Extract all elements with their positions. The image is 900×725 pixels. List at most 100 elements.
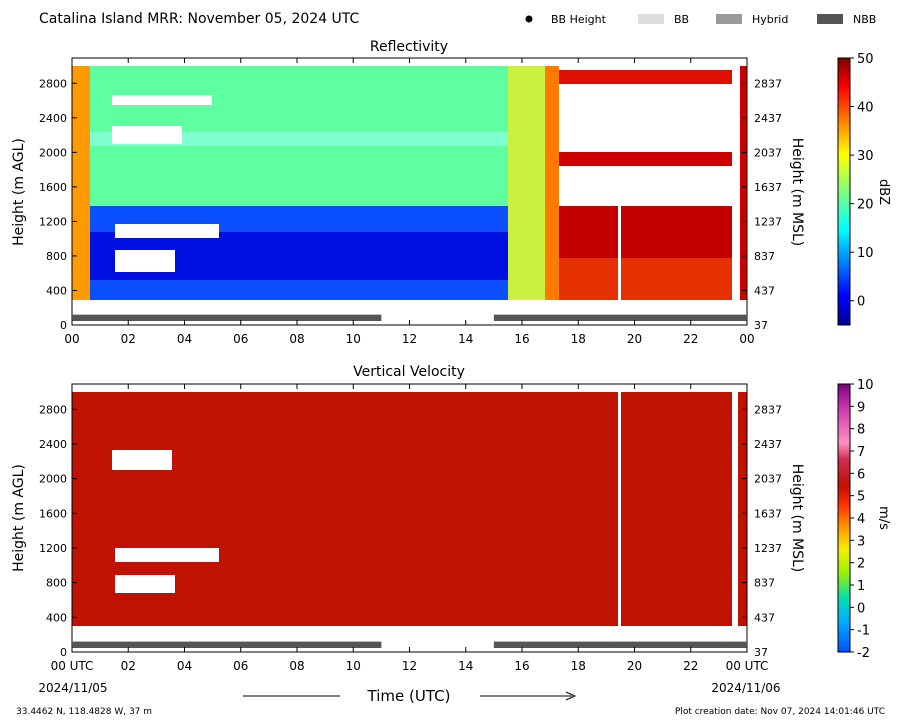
plot-creation-date: Plot creation date: Nov 07, 2024 14:01:4… <box>675 707 885 717</box>
y2-tick-label: 2437 <box>754 438 782 451</box>
reflectivity-ylabel: Height (m AGL) <box>11 138 27 246</box>
colorbar-tick-label: 3 <box>857 534 865 549</box>
y2-tick-label: 37 <box>754 646 768 659</box>
velocity-x-ticks: 00 UTC 02 04 06 08 10 12 14 16 18 20 22 00 UTC <box>51 384 768 673</box>
velocity-colorbar-label: m/s <box>876 506 891 530</box>
y-tick-label: 1200 <box>39 542 67 555</box>
x-tick-label: 16 <box>514 659 529 673</box>
figure-title: Catalina Island MRR: November 05, 2024 U… <box>39 11 360 27</box>
y-tick-label: 800 <box>46 250 67 263</box>
x-tick-label: 12 <box>402 332 417 346</box>
y2-tick-label: 2837 <box>754 403 782 416</box>
x-tick-label: 10 <box>346 659 361 673</box>
y2-tick-label: 2837 <box>754 77 782 90</box>
colorbar-tick-label: 40 <box>857 101 874 116</box>
x-tick-label: 00 UTC <box>51 659 94 673</box>
x-tick-label: 08 <box>289 659 304 673</box>
x-tick-label: 08 <box>289 332 304 346</box>
vel-gap-3 <box>115 575 175 593</box>
x-tick-label: 02 <box>121 332 136 346</box>
x-tick-label: 22 <box>683 332 698 346</box>
time-arrow-head <box>565 691 577 701</box>
y-tick-label: 2400 <box>39 438 67 451</box>
reflectivity-classification-bars <box>72 314 747 321</box>
colorbar-tick-label: 7 <box>857 445 865 460</box>
y2-tick-label: 837 <box>754 577 775 590</box>
refl-band-late-top <box>559 70 732 84</box>
x-tick-label: 16 <box>514 332 529 346</box>
x-tick-label: 14 <box>458 659 473 673</box>
legend-hybrid-swatch <box>716 14 742 24</box>
classification-bar-nbb <box>493 314 747 321</box>
colorbar-tick-label: 4 <box>857 512 865 527</box>
classification-bar-nbb <box>72 314 382 321</box>
velocity-colorbar <box>837 383 851 653</box>
reflectivity-y2-ticks: 37 437 837 1237 1637 2037 2437 2837 <box>742 77 782 332</box>
x-tick-label: 00 <box>739 332 754 346</box>
x-tick-label: 02 <box>121 659 136 673</box>
refl-gap-late-upper <box>559 84 732 152</box>
refl-gap-late-mid <box>559 166 732 206</box>
velocity-ylabel: Height (m AGL) <box>11 464 27 572</box>
velocity-classification-bars <box>72 641 747 648</box>
reflectivity-title: Reflectivity <box>370 39 448 55</box>
velocity-y2label: Height (m MSL) <box>789 464 805 573</box>
refl-gap-end <box>732 66 740 300</box>
reflectivity-y2label: Height (m MSL) <box>789 138 805 247</box>
colorbar-tick-label: 50 <box>857 52 874 67</box>
legend-nbb-label: NBB <box>853 13 876 26</box>
x-tick-label: 12 <box>402 659 417 673</box>
colorbar-tick-label: 9 <box>857 400 865 415</box>
y2-tick-label: 2437 <box>754 112 782 125</box>
y2-tick-label: 2037 <box>754 146 782 159</box>
legend-bb-swatch <box>638 14 664 24</box>
colorbar-tick-label: -1 <box>857 624 870 639</box>
x-tick-label: 20 <box>627 659 642 673</box>
y2-tick-label: 37 <box>754 319 768 332</box>
time-axis-label: Time (UTC) <box>367 687 451 705</box>
colorbar-tick-label: 30 <box>857 149 874 164</box>
classification-bar-nbb <box>72 641 382 648</box>
date-start: 2024/11/05 <box>38 681 107 695</box>
velocity-title: Vertical Velocity <box>353 364 465 380</box>
colorbar-tick-label: 20 <box>857 198 874 213</box>
vel-gap-end <box>732 392 738 626</box>
y-tick-label: 400 <box>46 284 67 297</box>
x-tick-label: 04 <box>177 332 192 346</box>
x-tick-label: 06 <box>233 659 248 673</box>
station-location: 33.4462 N, 118.4828 W, 37 m <box>16 707 152 717</box>
refl-band-transition <box>508 66 548 300</box>
refl-gap-2 <box>112 126 182 144</box>
x-tick-label: 20 <box>627 332 642 346</box>
y-tick-label: 400 <box>46 611 67 624</box>
colorbar-tick-label: 10 <box>857 246 874 261</box>
legend: BB Height BB Hybrid NBB <box>525 13 876 26</box>
classification-bar-nbb <box>493 641 747 648</box>
x-tick-label: 00 <box>64 332 79 346</box>
y2-tick-label: 1637 <box>754 181 782 194</box>
colorbar-tick-label: -2 <box>857 646 870 661</box>
reflectivity-colorbar <box>837 57 851 326</box>
y2-tick-label: 437 <box>754 284 775 297</box>
date-end: 2024/11/06 <box>711 681 780 695</box>
vel-band-main <box>72 392 747 626</box>
colorbar-tick-label: 1 <box>857 579 865 594</box>
y-tick-label: 2000 <box>39 473 67 486</box>
y2-tick-label: 837 <box>754 250 775 263</box>
velocity-y2-ticks: 37 437 837 1237 1637 2037 2437 2837 <box>742 403 782 659</box>
refl-gap-4 <box>115 250 175 272</box>
refl-band-early-edge <box>72 66 90 300</box>
y2-tick-label: 1237 <box>754 215 782 228</box>
x-tick-label: 18 <box>571 332 586 346</box>
reflectivity-y-ticks: 0 400 800 1200 1600 2000 2400 2800 <box>39 77 77 332</box>
y2-tick-label: 1637 <box>754 507 782 520</box>
x-tick-label: 04 <box>177 659 192 673</box>
legend-nbb-swatch <box>817 14 843 24</box>
colorbar-tick-label: 6 <box>857 467 865 482</box>
refl-gap-1 <box>112 95 212 105</box>
reflectivity-x-ticks: 00 02 04 06 08 10 12 14 16 18 20 22 00 <box>64 58 755 346</box>
y-tick-label: 2800 <box>39 403 67 416</box>
legend-bb-height-dot <box>525 15 533 23</box>
